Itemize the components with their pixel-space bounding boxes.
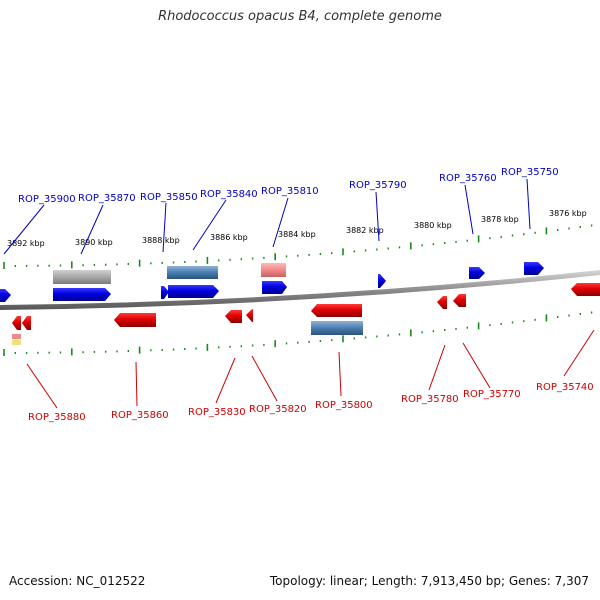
scale-label-3890: 3890 kbp [75,238,113,247]
reverse-leader-lines [26,329,595,409]
chromosome-backbone [0,270,600,310]
gene-forward-arrow[interactable] [524,262,544,275]
feature-pink-mini[interactable] [12,334,21,339]
gene-forward-arrow[interactable] [53,288,111,301]
gene-label-ROP_35860[interactable]: ROP_35860 [111,410,169,421]
gene-forward-arrow[interactable] [469,267,485,279]
gene-label-ROP_35810[interactable]: ROP_35810 [261,186,319,197]
accession-text: Accession: NC_012522 [9,574,146,588]
gene-label-ROP_35830[interactable]: ROP_35830 [188,407,246,418]
genome-summary-text: Topology: linear; Length: 7,913,450 bp; … [269,574,589,588]
scale-label-3888: 3888 kbp [142,236,180,245]
gene-label-ROP_35850[interactable]: ROP_35850 [140,192,198,203]
lower-scale-ticks [3,311,593,356]
upper-scale-ticks [3,224,593,269]
gene-label-ROP_35820[interactable]: ROP_35820 [249,404,307,415]
feature-yellow-mini[interactable] [12,340,21,345]
gene-label-ROP_35790[interactable]: ROP_35790 [349,180,407,191]
forward-leader-lines [3,178,531,255]
scale-label-3884: 3884 kbp [278,230,316,239]
scale-label-3892: 3892 kbp [7,239,45,248]
gene-reverse-arrow[interactable] [246,309,253,322]
gene-label-ROP_35780[interactable]: ROP_35780 [401,394,459,405]
scale-label-3882: 3882 kbp [346,226,384,235]
feature-steel-bar-bottom[interactable] [311,321,363,335]
feature-steel-bar-top[interactable] [167,266,218,279]
gene-label-ROP_35800[interactable]: ROP_35800 [315,400,373,411]
feature-pink-bar[interactable] [261,263,286,277]
gene-label-ROP_35900[interactable]: ROP_35900 [18,194,76,205]
scale-label-3876: 3876 kbp [549,209,587,218]
gene-label-ROP_35760[interactable]: ROP_35760 [439,173,497,184]
gene-forward-arrow[interactable] [378,274,386,288]
gene-reverse-arrow[interactable] [453,294,466,307]
gene-label-ROP_35840[interactable]: ROP_35840 [200,189,258,200]
gene-label-ROP_35750[interactable]: ROP_35750 [501,167,559,178]
gene-reverse-arrow[interactable] [12,316,21,330]
gene-reverse-arrow[interactable] [571,283,600,296]
gene-forward-arrow[interactable] [262,281,287,294]
page-title: Rhodococcus opacus B4, complete genome [158,9,442,24]
gene-label-ROP_35880[interactable]: ROP_35880 [28,412,86,423]
gene-label-ROP_35770[interactable]: ROP_35770 [463,389,521,400]
gene-label-ROP_35740[interactable]: ROP_35740 [536,382,594,393]
feature-gray-bar[interactable] [53,270,111,284]
scale-label-3878: 3878 kbp [481,215,519,224]
scale-label-3886: 3886 kbp [210,233,248,242]
gene-reverse-arrow[interactable] [225,310,242,323]
gene-reverse-arrow[interactable] [311,304,362,317]
gene-forward-arrow[interactable] [168,285,219,298]
gene-label-ROP_35870[interactable]: ROP_35870 [78,193,136,204]
gene-reverse-arrow[interactable] [114,313,156,327]
gene-forward-arrow[interactable] [161,286,169,299]
scale-label-3880: 3880 kbp [414,221,452,230]
gene-reverse-arrow[interactable] [437,296,447,309]
gene-forward-arrow[interactable] [0,289,11,302]
gene-reverse-arrow[interactable] [22,316,31,330]
